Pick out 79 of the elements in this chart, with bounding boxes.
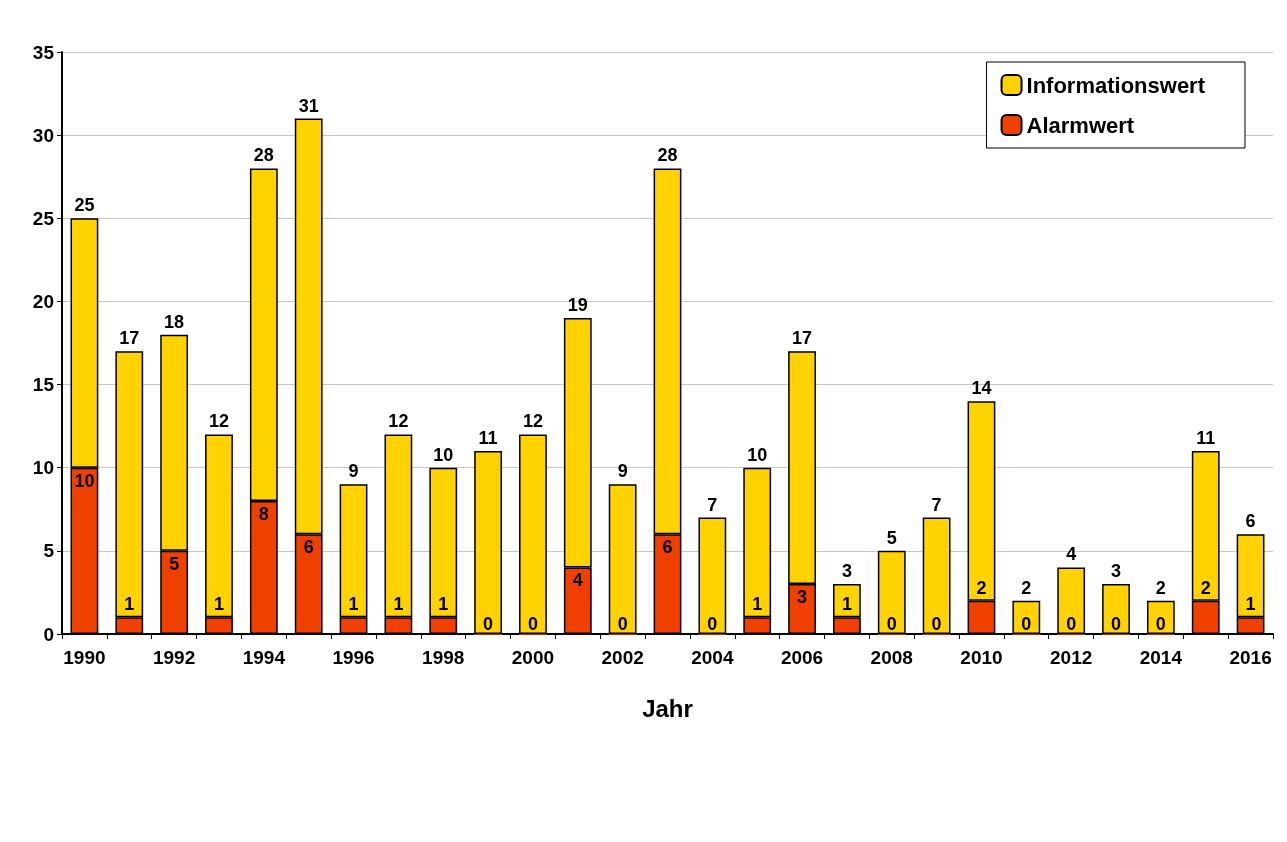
data-label: 3 [797,587,808,608]
total-label: 9 [617,461,628,482]
x-tick-label: 1990 [63,647,106,668]
data-label: 1 [124,594,135,615]
total-label: 4 [1066,544,1077,565]
x-tick-label: 1994 [242,647,286,668]
x-tick-label: 2008 [870,647,913,668]
data-label: 0 [527,613,538,634]
data-label: 8 [258,503,269,524]
data-label: 0 [483,613,494,634]
total-label: 17 [119,328,140,349]
x-tick-label: 2006 [780,647,824,668]
data-label: 1 [841,594,852,615]
total-label: 31 [298,95,319,116]
data-label: 1 [752,594,763,615]
x-tick-label: 2002 [601,647,644,668]
data-label: 1 [393,594,404,615]
y-tick-label: 35 [32,41,55,63]
data-label: 0 [1155,613,1166,634]
total-label: 10 [747,444,768,465]
x-tick-label: 2010 [960,647,1003,668]
x-axis-title: Jahr [642,694,693,722]
legend-label: Alarmwert [1026,112,1135,138]
x-tick-label: 2014 [1139,647,1183,668]
data-label: 0 [617,613,628,634]
total-label: 25 [74,195,95,216]
data-label: 6 [662,537,673,558]
total-label: 12 [208,411,229,432]
x-tick-label: 2000 [511,647,555,668]
y-tick-label: 30 [32,124,54,146]
total-label: 11 [478,428,498,449]
y-tick-label: 10 [32,457,54,479]
x-tick-label: 2004 [691,647,734,668]
total-label: 19 [567,295,588,316]
total-label: 17 [792,328,813,349]
total-label: 14 [971,378,992,399]
x-tick-label: 1998 [422,647,465,668]
y-tick-label: 20 [32,290,54,312]
data-label: 1 [348,594,359,615]
total-label: 2 [1021,577,1032,598]
y-tick-label: 0 [43,623,54,645]
data-label: 2 [1200,577,1211,598]
total-label: 28 [253,145,274,166]
total-label: 12 [388,411,409,432]
total-label: 5 [886,527,897,548]
legend-label: Informationswert [1026,72,1206,98]
data-label: 1 [213,594,224,615]
data-label: 0 [1021,613,1032,634]
y-tick-label: 5 [43,540,55,562]
total-label: 28 [657,145,678,166]
total-label: 9 [348,461,359,482]
data-label: 0 [1066,613,1077,634]
total-label: 10 [433,444,454,465]
y-tick-label: 15 [32,374,55,396]
x-tick-label: 1992 [152,647,196,668]
total-label: 2 [1155,577,1166,598]
x-tick-label: 1996 [332,647,375,668]
total-label: 11 [1196,428,1216,449]
data-label: 2 [976,577,987,598]
data-label: 5 [169,553,180,574]
data-label: 0 [886,613,897,634]
total-label: 18 [164,311,185,332]
total-label: 7 [931,494,942,515]
x-tick-label: 2012 [1050,647,1093,668]
x-tick-label: 2016 [1229,647,1272,668]
total-label: 7 [707,494,718,515]
data-label: 1 [438,594,449,615]
data-label: 1 [1245,594,1256,615]
total-label: 12 [522,411,543,432]
y-tick-label: 25 [32,207,55,229]
total-label: 3 [1111,561,1122,582]
data-label: 4 [572,570,583,591]
data-label: 10 [74,470,95,491]
data-label: 0 [931,613,942,634]
data-label: 0 [707,613,718,634]
total-label: 3 [841,561,852,582]
data-label: 0 [1111,613,1122,634]
total-label: 6 [1245,511,1256,532]
data-label: 6 [303,537,314,558]
